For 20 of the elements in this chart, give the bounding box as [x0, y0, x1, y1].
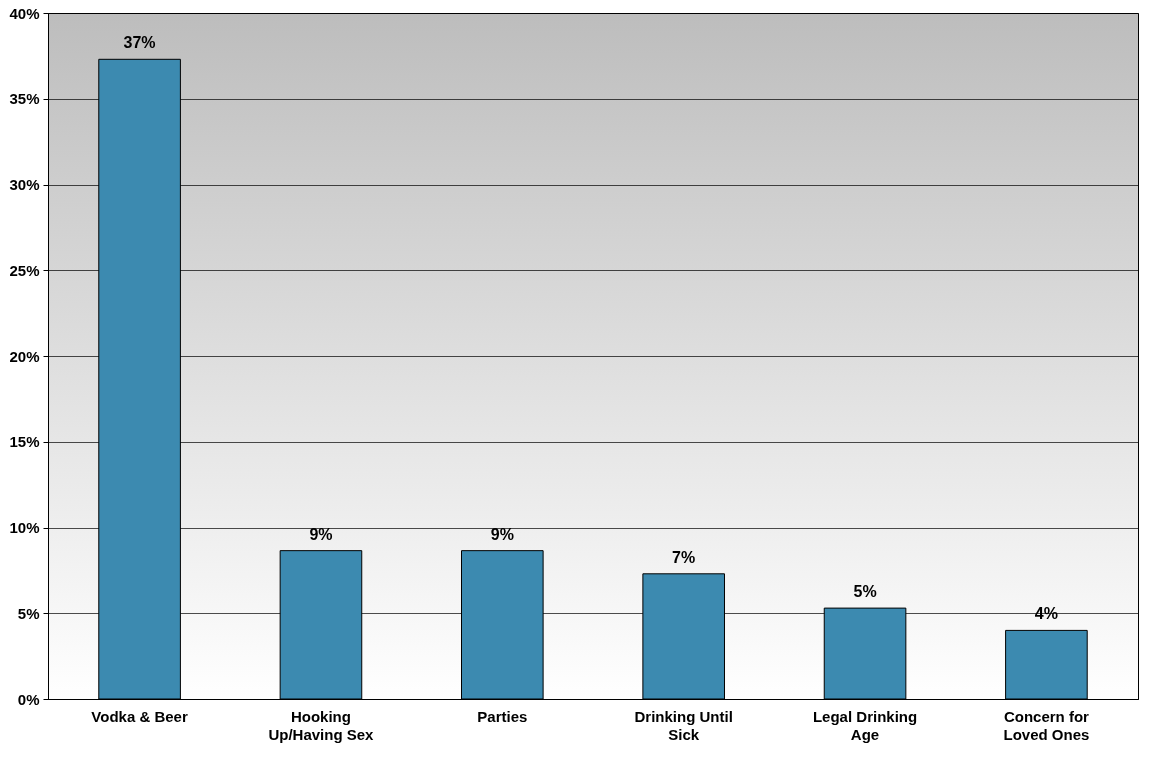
x-tick-label: Vodka & Beer — [91, 707, 188, 725]
y-tick-label: 0% — [17, 690, 40, 708]
y-tick-label: 25% — [9, 261, 40, 279]
y-tick-label: 20% — [9, 347, 40, 365]
data-label: 9% — [309, 525, 333, 543]
data-label: 5% — [853, 583, 877, 601]
data-label: 9% — [490, 525, 514, 543]
x-tick-label: Hooking Up/Having Sex — [268, 707, 375, 743]
y-tick-label: 5% — [17, 604, 40, 622]
y-tick-label: 10% — [9, 519, 40, 536]
x-tick-label: Parties — [477, 707, 528, 725]
data-label: 7% — [672, 548, 696, 566]
y-tick-label: 35% — [9, 90, 40, 108]
x-tick-label: Concern for Loved Ones — [1003, 707, 1090, 743]
x-tick-label: Legal Drinking Age — [812, 707, 918, 743]
data-label: 37% — [123, 34, 156, 52]
y-tick-label: 40% — [9, 4, 40, 22]
y-tick-label: 30% — [9, 176, 40, 193]
y-tick-label: 15% — [9, 433, 40, 451]
x-tick-label: Drinking Until Sick — [634, 707, 733, 743]
